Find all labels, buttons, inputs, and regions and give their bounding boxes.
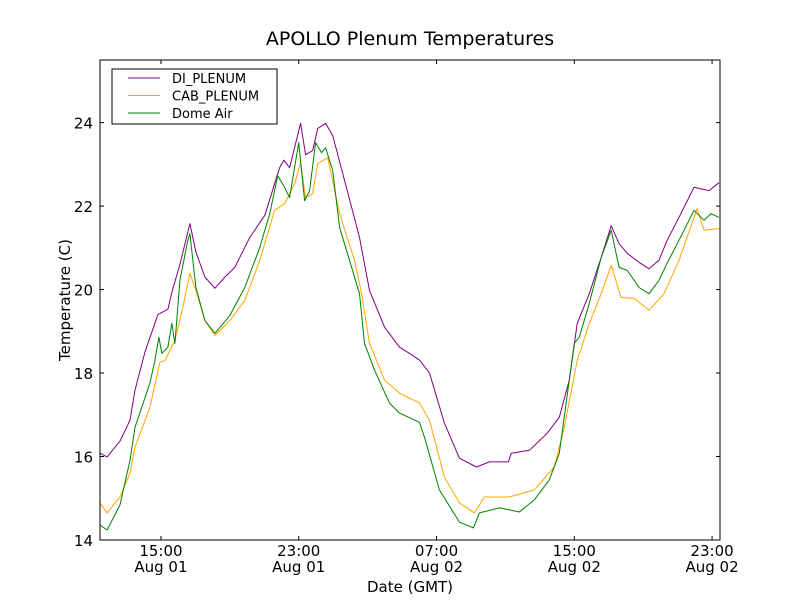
- x-tick-label-time: 15:00: [139, 542, 182, 560]
- x-tick-label-time: 23:00: [277, 542, 320, 560]
- series-line-cab-plenum: [100, 157, 720, 514]
- legend-label: Dome Air: [172, 107, 233, 122]
- legend: DI_PLENUM CAB_PLENUM Dome Air: [111, 68, 278, 125]
- x-tick-label-time: 23:00: [690, 542, 733, 560]
- x-tick-label-time: 07:00: [415, 542, 458, 560]
- x-tick-label-date: Aug 02: [410, 558, 463, 576]
- chart-title: APOLLO Plenum Temperatures: [266, 28, 554, 50]
- y-tick-label: 18: [74, 365, 93, 383]
- series-line-dome-air: [100, 142, 720, 531]
- plot-frame: [99, 59, 721, 541]
- y-axis-label: Temperature (C): [56, 239, 74, 362]
- x-tick-label-date: Aug 01: [272, 558, 325, 576]
- y-tick-label: 22: [74, 198, 93, 216]
- y-tick-label: 14: [74, 532, 93, 550]
- series-layer: [100, 122, 720, 531]
- y-tick-label: 20: [74, 282, 93, 300]
- x-tick-label-date: Aug 01: [134, 558, 187, 576]
- x-tick-label-date: Aug 02: [685, 558, 738, 576]
- y-tick-label: 24: [74, 115, 93, 133]
- y-tick-label: 16: [74, 449, 93, 467]
- x-tick-label-time: 15:00: [553, 542, 596, 560]
- legend-label: CAB_PLENUM: [172, 90, 259, 105]
- x-tick-label-date: Aug 02: [548, 558, 601, 576]
- legend-label: DI_PLENUM: [172, 72, 246, 87]
- series-line-di-plenum: [100, 122, 720, 468]
- x-axis-label: Date (GMT): [367, 578, 453, 596]
